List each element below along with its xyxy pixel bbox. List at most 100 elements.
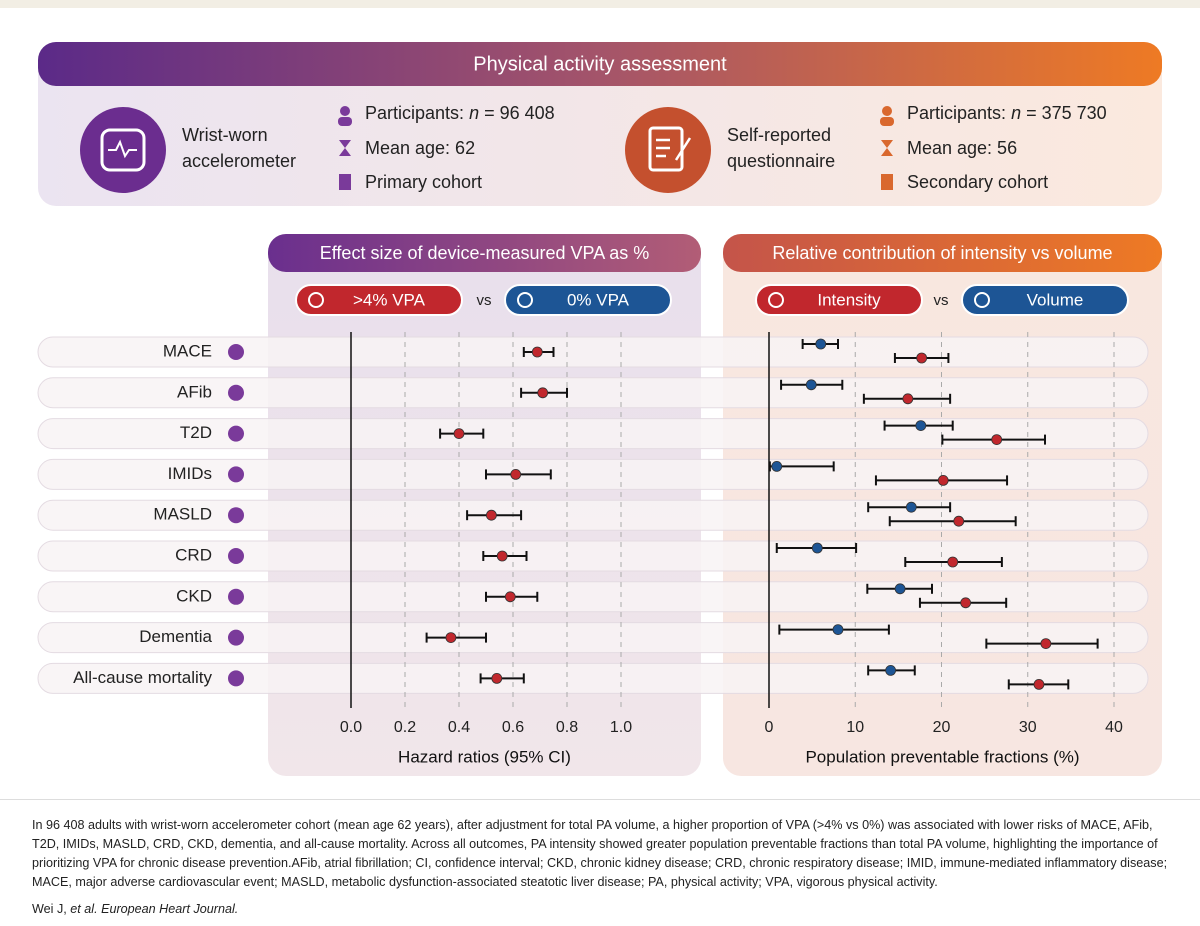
participants: Participants: n = 96 408: [365, 103, 555, 123]
x-tick-label: 1.0: [610, 719, 632, 736]
cohort-label: questionnaire: [727, 151, 835, 171]
legend-label: Intensity: [817, 290, 881, 309]
legend-vs: vs: [934, 292, 949, 309]
category-icon: [228, 344, 244, 360]
icon-hourglass: [339, 140, 351, 156]
point: [902, 393, 914, 405]
mean-age: Mean age: 56: [907, 138, 1017, 158]
row-band: [37, 377, 1149, 409]
x-tick-label: 10: [846, 719, 864, 736]
cohort-type: Primary cohort: [365, 172, 482, 192]
category-label: Dementia: [139, 627, 212, 646]
cohort-type: Secondary cohort: [907, 172, 1048, 192]
point: [510, 468, 522, 480]
point: [445, 632, 457, 643]
point: [915, 420, 927, 432]
point: [537, 387, 549, 399]
participants-n: n: [1011, 103, 1021, 123]
citation: Wei J, et al. European Heart Journal.: [32, 902, 238, 916]
category-label: AFib: [177, 382, 212, 401]
x-tick-label: 40: [1105, 719, 1123, 736]
citation-author: Wei J,: [32, 902, 67, 916]
panel-title: Effect size of device-measured VPA as %: [320, 243, 650, 263]
header-bar: [38, 42, 1162, 86]
icon-questionnaire: [625, 107, 711, 193]
row-band: [37, 418, 1149, 450]
participants-value: = 375 730: [1026, 103, 1107, 123]
x-axis-title: Population preventable fractions (%): [805, 747, 1079, 766]
category-icon: [228, 588, 244, 605]
point: [832, 624, 844, 635]
point: [1040, 638, 1052, 649]
panel-title: Relative contribution of intensity vs vo…: [772, 243, 1112, 263]
participants-label: Participants:: [907, 103, 1006, 123]
point: [491, 673, 503, 684]
legend-icon: [517, 292, 533, 308]
category-label: All-cause mortality: [73, 668, 212, 687]
category-label: MACE: [163, 341, 212, 360]
point: [885, 665, 897, 676]
icon-pen: [656, 137, 692, 161]
category-icon: [228, 507, 244, 524]
row-band: [37, 336, 1149, 368]
row-band: [37, 540, 1149, 572]
point: [485, 509, 497, 521]
icon-person: [340, 106, 350, 116]
participants: Participants: n = 375 730: [907, 103, 1107, 123]
icon-hourglass: [881, 140, 893, 156]
cohort-label: Self-reported: [727, 125, 831, 145]
category-icon: [228, 425, 244, 442]
point: [805, 379, 817, 391]
icon-pulse: [108, 139, 137, 159]
icon-doc: [881, 174, 893, 190]
point: [771, 460, 783, 472]
icon-person: [880, 117, 894, 126]
cohort-label: accelerometer: [182, 151, 296, 171]
point: [947, 556, 959, 568]
icon-doc: [339, 174, 351, 190]
x-tick-label: 30: [1019, 719, 1037, 736]
category-icon: [228, 384, 244, 401]
x-axis-title: Hazard ratios (95% CI): [398, 747, 571, 766]
participants-n: n: [469, 103, 479, 123]
legend-icon: [768, 292, 784, 308]
x-tick-label: 0.8: [556, 719, 578, 736]
point: [960, 597, 972, 609]
legend-label: Volume: [1027, 290, 1084, 309]
header-title: Physical activity assessment: [473, 53, 727, 75]
panel-title-bar: [268, 234, 701, 272]
x-tick-label: 0.0: [340, 719, 362, 736]
legend-label: >4% VPA: [353, 290, 426, 309]
point: [894, 583, 906, 595]
legend-vs: vs: [477, 292, 492, 309]
mean-age: Mean age: 62: [365, 138, 475, 158]
category-icon: [228, 629, 244, 646]
category-icon: [228, 466, 244, 483]
legend-pill: [295, 284, 463, 316]
x-tick-label: 0: [765, 719, 774, 736]
point: [504, 591, 516, 603]
point: [991, 434, 1003, 446]
legend-label: 0% VPA: [567, 290, 630, 309]
top-strip: [0, 0, 1200, 8]
x-tick-label: 0.6: [502, 719, 524, 736]
participants-value: = 96 408: [484, 103, 555, 123]
participants-label: Participants:: [365, 103, 464, 123]
citation-journal: et al. European Heart Journal.: [70, 902, 239, 916]
category-label: MASLD: [153, 505, 212, 524]
legend-icon: [308, 292, 324, 308]
category-icon: [228, 548, 244, 564]
x-tick-label: 0.4: [448, 719, 470, 736]
point: [937, 474, 949, 486]
point: [905, 501, 917, 513]
point: [916, 352, 928, 364]
point: [815, 338, 827, 350]
row-band: [37, 458, 1149, 490]
icon-watch-glyph: [100, 128, 146, 172]
icon-person: [338, 117, 352, 126]
legend-icon: [974, 292, 990, 308]
category-label: CKD: [176, 586, 212, 605]
category-icon: [228, 670, 244, 687]
panel-title-bar: [723, 234, 1162, 272]
